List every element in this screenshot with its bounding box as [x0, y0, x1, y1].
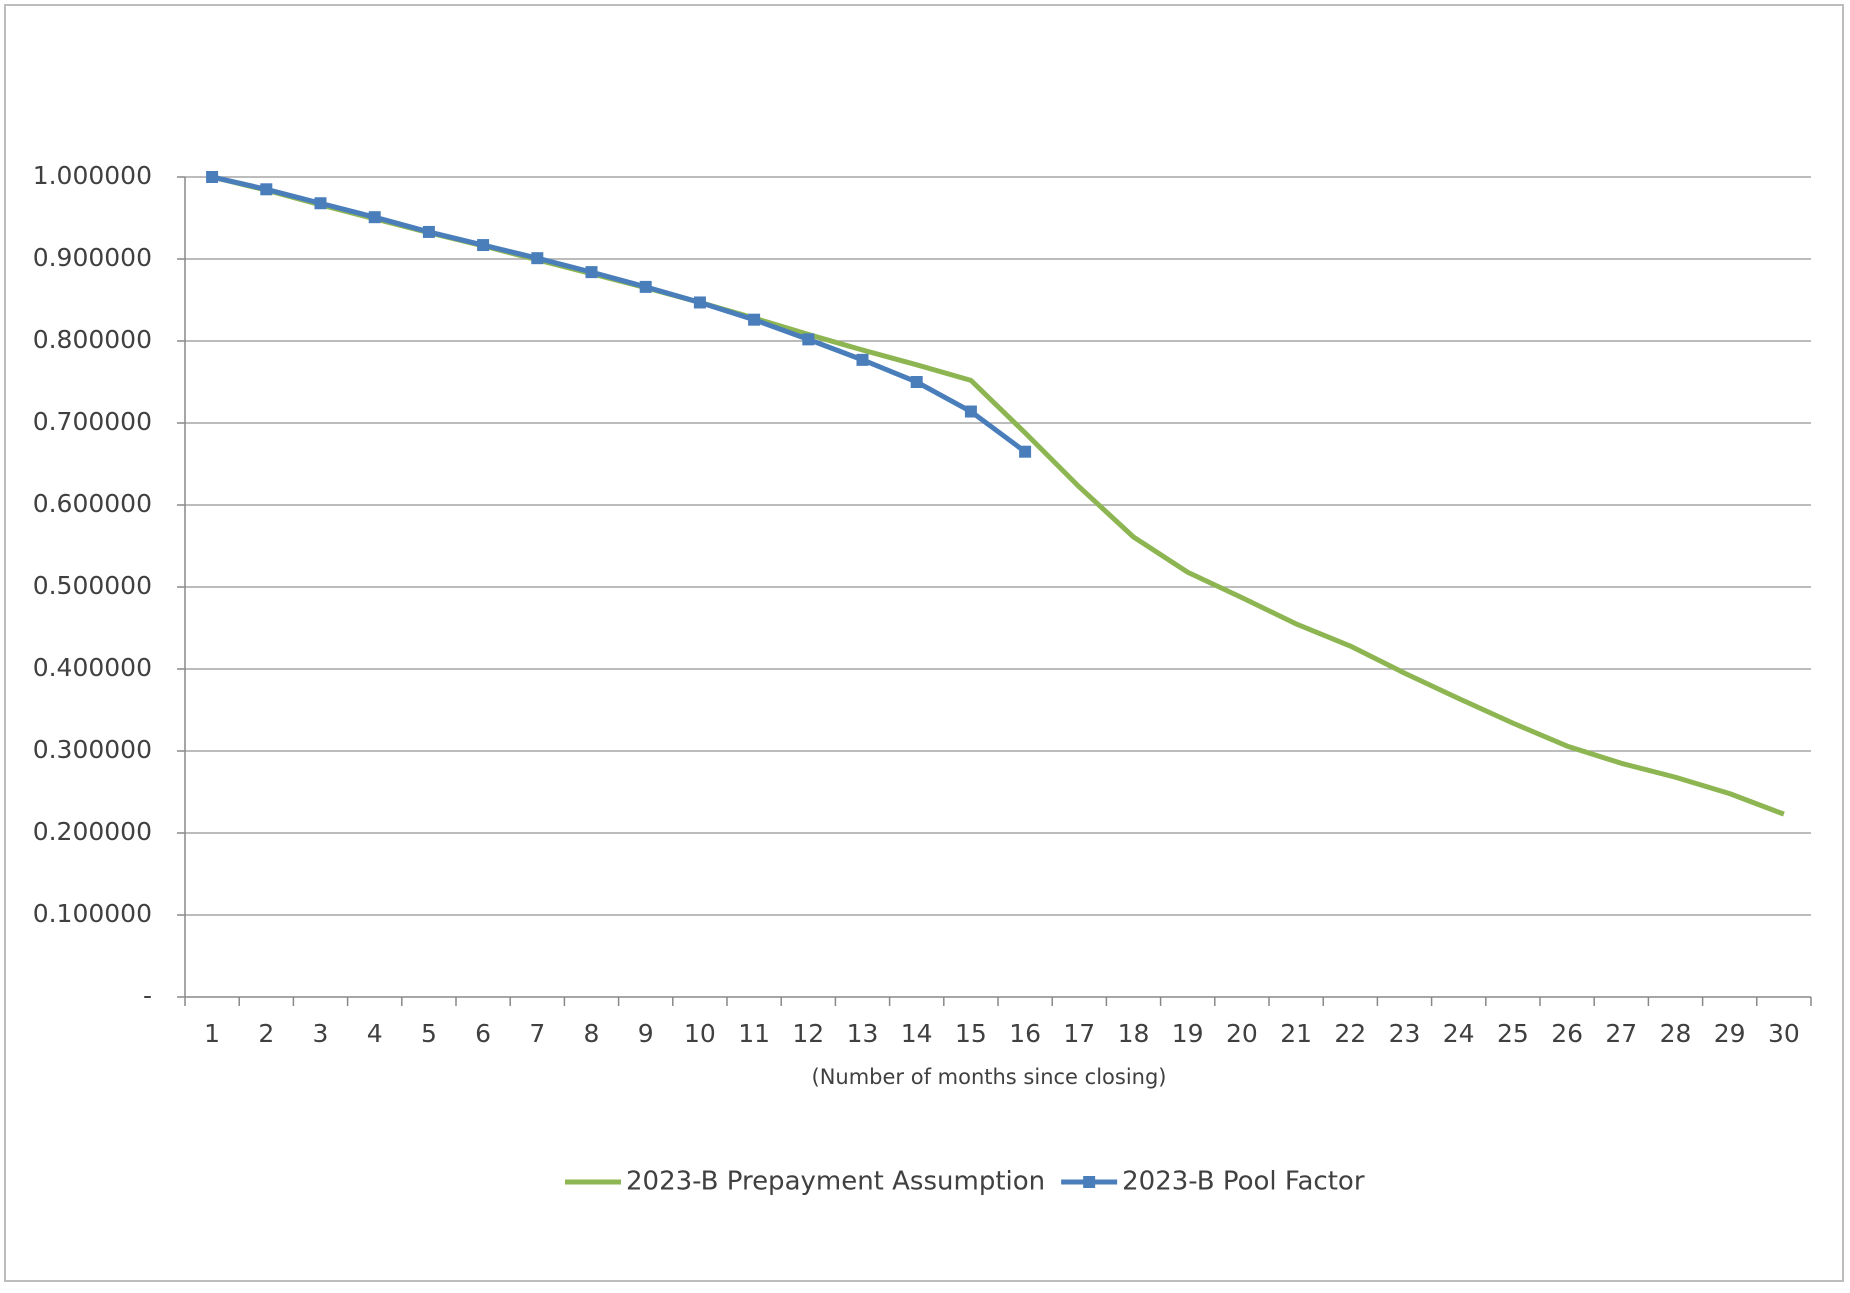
- x-axis-title: (Number of months since closing): [812, 1065, 1167, 1089]
- data-point: [368, 211, 381, 224]
- x-tick-label: 7: [529, 1019, 545, 1048]
- data-point: [531, 252, 544, 265]
- data-point: [910, 376, 923, 388]
- y-tick-label: 0.300000: [33, 735, 152, 764]
- x-tick-label: 23: [1389, 1019, 1421, 1048]
- x-tick-label: 11: [738, 1019, 770, 1048]
- x-tick-label: 19: [1172, 1019, 1204, 1048]
- legend-label: 2023-B Pool Factor: [1122, 1167, 1365, 1197]
- x-tick-label: 1: [204, 1019, 220, 1048]
- x-tick-label: 14: [901, 1019, 933, 1048]
- x-tick-label: 27: [1605, 1019, 1637, 1048]
- data-point: [260, 183, 273, 196]
- y-tick-label: -: [143, 981, 152, 1010]
- x-tick-label: 3: [313, 1019, 329, 1048]
- x-tick-label: 12: [792, 1019, 824, 1048]
- data-point: [422, 225, 435, 238]
- series-line: [211, 174, 1027, 454]
- x-tick-label: 16: [1009, 1019, 1041, 1048]
- legend-marker: [1083, 1176, 1096, 1188]
- data-point: [748, 313, 761, 326]
- y-tick-label: 0.200000: [33, 817, 152, 846]
- y-tick-label: 1.000000: [33, 161, 152, 190]
- chart-frame: [4, 4, 1844, 1282]
- data-point: [477, 239, 490, 252]
- x-tick-label: 15: [955, 1019, 987, 1048]
- y-tick-label: 0.600000: [33, 489, 152, 518]
- x-tick-label: 30: [1768, 1019, 1800, 1048]
- legend-label: 2023-B Prepayment Assumption: [626, 1167, 1045, 1197]
- y-tick-label: 0.800000: [33, 325, 152, 354]
- x-tick-label: 22: [1334, 1019, 1366, 1048]
- y-tick-label: 0.400000: [33, 653, 152, 682]
- x-tick-label: 8: [584, 1019, 600, 1048]
- x-tick-label: 28: [1660, 1019, 1692, 1048]
- data-point: [206, 171, 219, 183]
- x-tick-label: 29: [1714, 1019, 1746, 1048]
- x-tick-label: 20: [1226, 1019, 1258, 1048]
- x-tick-label: 9: [638, 1019, 654, 1048]
- x-tick-label: 18: [1118, 1019, 1150, 1048]
- x-tick-label: 13: [847, 1019, 879, 1048]
- x-tick-label: 26: [1551, 1019, 1583, 1048]
- x-tick-label: 10: [684, 1019, 716, 1048]
- x-tick-label: 2: [258, 1019, 274, 1048]
- x-tick-label: 17: [1063, 1019, 1095, 1048]
- data-point: [693, 296, 706, 309]
- y-tick-label: 0.500000: [33, 571, 152, 600]
- x-tick-label: 6: [475, 1019, 491, 1048]
- data-point: [802, 333, 815, 346]
- data-point: [1019, 445, 1032, 458]
- y-tick-label: 0.700000: [33, 407, 152, 436]
- data-point: [585, 266, 598, 279]
- x-tick-label: 5: [421, 1019, 437, 1048]
- x-tick-label: 25: [1497, 1019, 1529, 1048]
- x-tick-label: 4: [367, 1019, 383, 1048]
- data-point: [964, 405, 977, 418]
- data-point: [314, 197, 327, 210]
- y-tick-label: 0.100000: [33, 899, 152, 928]
- x-tick-label: 24: [1443, 1019, 1475, 1048]
- x-tick-label: 21: [1280, 1019, 1312, 1048]
- data-point: [639, 280, 652, 293]
- y-tick-label: 0.900000: [33, 243, 152, 272]
- data-point: [856, 353, 869, 366]
